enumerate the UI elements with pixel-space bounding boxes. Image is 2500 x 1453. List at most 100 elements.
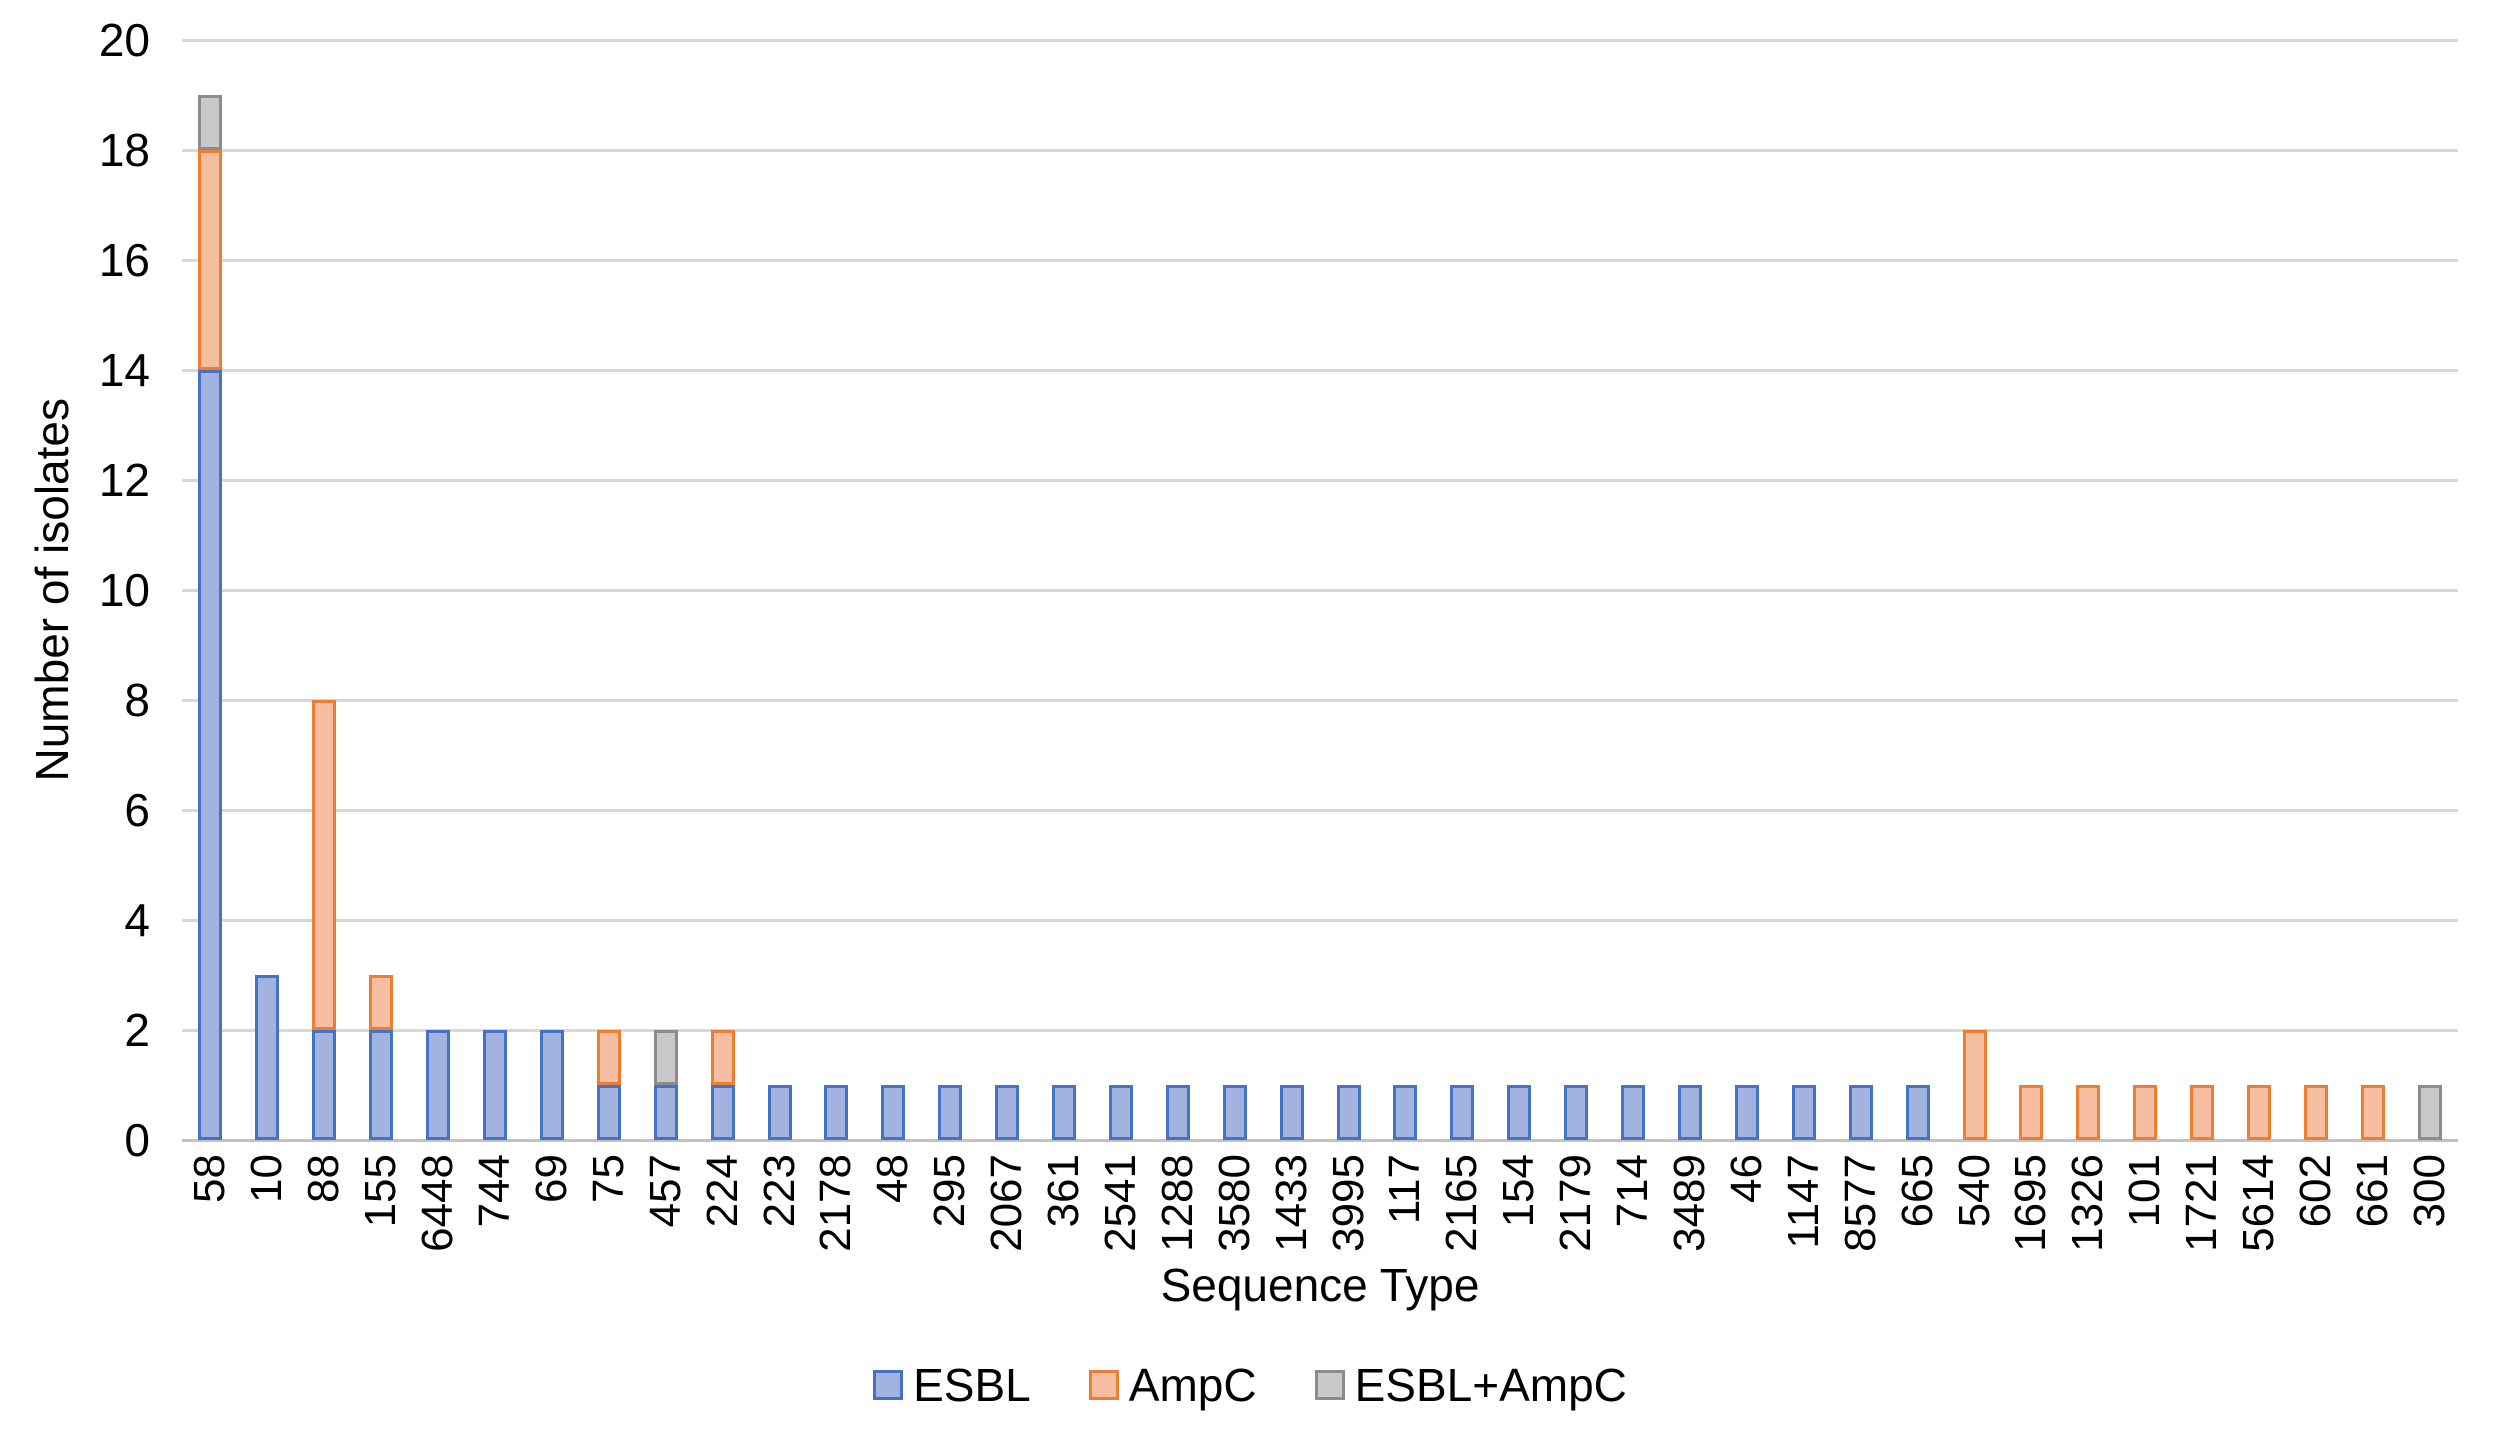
x-tick-label: 295 <box>925 1154 975 1228</box>
bar-segment-ampc <box>596 1030 621 1085</box>
bar-154 <box>1491 40 1548 1140</box>
bar-segment-esbl <box>1564 1085 1589 1140</box>
x-tick-label: 2165 <box>1437 1154 1487 1252</box>
bar-segment-esbl <box>312 1030 337 1140</box>
x-tick-label: 224 <box>697 1154 747 1228</box>
legend: ESBL AmpC ESBL+AmpC <box>0 1362 2500 1408</box>
bar-602 <box>2288 40 2345 1140</box>
bar-segment-esbl <box>1507 1085 1532 1140</box>
y-tick-label: 10 <box>98 564 150 616</box>
gridline <box>182 1029 2458 1032</box>
gridline <box>182 369 2458 372</box>
legend-swatch-icon <box>1088 1370 1119 1400</box>
y-tick-label: 4 <box>124 894 150 946</box>
bar-58 <box>182 40 239 1140</box>
bar-segment-esbl <box>1791 1085 1816 1140</box>
bar-117 <box>1377 40 1434 1140</box>
bar-segment-esbl <box>255 975 280 1140</box>
x-tick-label: 48 <box>868 1154 918 1203</box>
bar-segment-ampc <box>2133 1085 2158 1140</box>
bar-2178 <box>808 40 865 1140</box>
bar-segment-esbl <box>1279 1085 1304 1140</box>
legend-item-esbl-ampc: ESBL+AmpC <box>1314 1362 1627 1408</box>
bar-540 <box>1946 40 2003 1140</box>
bar-segment-esbl <box>995 1085 1020 1140</box>
y-tick-label: 14 <box>98 344 150 396</box>
bar-segment-esbl <box>482 1030 507 1140</box>
bar-361 <box>1036 40 1093 1140</box>
x-tick-label: 117 <box>1380 1154 1430 1225</box>
bar-segment-esbl <box>1848 1085 1873 1140</box>
x-tick-label: 1147 <box>1778 1154 1828 1249</box>
gridline <box>182 479 2458 482</box>
bar-segment-ampc <box>2190 1085 2215 1140</box>
legend-item-ampc: AmpC <box>1088 1362 1257 1408</box>
legend-label: ESBL <box>913 1359 1031 1411</box>
bar-segment-esbl <box>710 1085 735 1140</box>
bar-segment-esbl <box>1393 1085 1418 1140</box>
x-tick-label: 714 <box>1608 1154 1658 1228</box>
bar-segment-esbl <box>1165 1085 1190 1140</box>
x-tick-label: 2067 <box>982 1154 1032 1252</box>
bar-2179 <box>1548 40 1605 1140</box>
x-tick-label: 155 <box>356 1154 406 1228</box>
bar-1326 <box>2060 40 2117 1140</box>
bar-224 <box>694 40 751 1140</box>
bar-segment-ampc <box>198 150 223 370</box>
x-tick-label: 58 <box>185 1154 235 1203</box>
bar-segment-esbl <box>824 1085 849 1140</box>
x-tick-label: 154 <box>1494 1154 1544 1228</box>
bar-88 <box>296 40 353 1140</box>
bar-segment-ampc <box>2360 1085 2385 1140</box>
gridline <box>182 699 2458 702</box>
bar-155 <box>353 40 410 1140</box>
x-tick-label: 3580 <box>1209 1154 1259 1252</box>
x-tick-label: 5614 <box>2234 1154 2284 1252</box>
bar-48 <box>865 40 922 1140</box>
x-tick-label: 69 <box>526 1154 576 1203</box>
bar-8577 <box>1832 40 1889 1140</box>
x-tick-label: 457 <box>640 1154 690 1228</box>
x-tick-label: 75 <box>583 1154 633 1203</box>
bar-3489 <box>1662 40 1719 1140</box>
x-tick-label: 3995 <box>1323 1154 1373 1252</box>
bar-segment-ampc <box>2019 1085 2044 1140</box>
bar-segment-ampc <box>2247 1085 2272 1140</box>
bar-665 <box>1889 40 1946 1140</box>
legend-swatch-icon <box>873 1370 904 1400</box>
x-tick-label: 1721 <box>2177 1154 2227 1252</box>
bar-segment-esbl <box>1678 1085 1703 1140</box>
bar-segment-esbl <box>938 1085 963 1140</box>
y-tick-label: 0 <box>124 1114 150 1166</box>
bar-segment-esbl <box>1621 1085 1646 1140</box>
bar-segment-esbl <box>653 1085 678 1140</box>
bar-295 <box>922 40 979 1140</box>
x-tick-label: 1695 <box>2006 1154 2056 1252</box>
bar-segment-esbl <box>1336 1085 1361 1140</box>
y-tick-label: 6 <box>124 784 150 836</box>
bar-1433 <box>1263 40 1320 1140</box>
bar-segment-esbl <box>1450 1085 1475 1140</box>
gridline <box>182 809 2458 812</box>
bar-69 <box>523 40 580 1140</box>
bar-6448 <box>410 40 467 1140</box>
bar-segment-esbl <box>426 1030 451 1140</box>
x-tick-label: 665 <box>1892 1154 1942 1228</box>
x-tick-label: 540 <box>1949 1154 1999 1228</box>
bar-segment-esbl-ampc <box>198 95 223 150</box>
bar-segment-ampc <box>710 1030 735 1085</box>
bar-segment-esbl <box>1734 1085 1759 1140</box>
bar-segment-ampc <box>312 700 337 1030</box>
bar-10 <box>239 40 296 1140</box>
bar-segment-ampc <box>369 975 394 1030</box>
bar-1721 <box>2174 40 2231 1140</box>
gridline <box>182 39 2458 42</box>
legend-item-esbl: ESBL <box>873 1362 1031 1408</box>
gridline <box>182 589 2458 592</box>
bar-segment-esbl <box>539 1030 564 1140</box>
bar-2541 <box>1093 40 1150 1140</box>
bar-223 <box>751 40 808 1140</box>
bar-segment-ampc <box>2303 1085 2328 1140</box>
bar-2165 <box>1434 40 1491 1140</box>
